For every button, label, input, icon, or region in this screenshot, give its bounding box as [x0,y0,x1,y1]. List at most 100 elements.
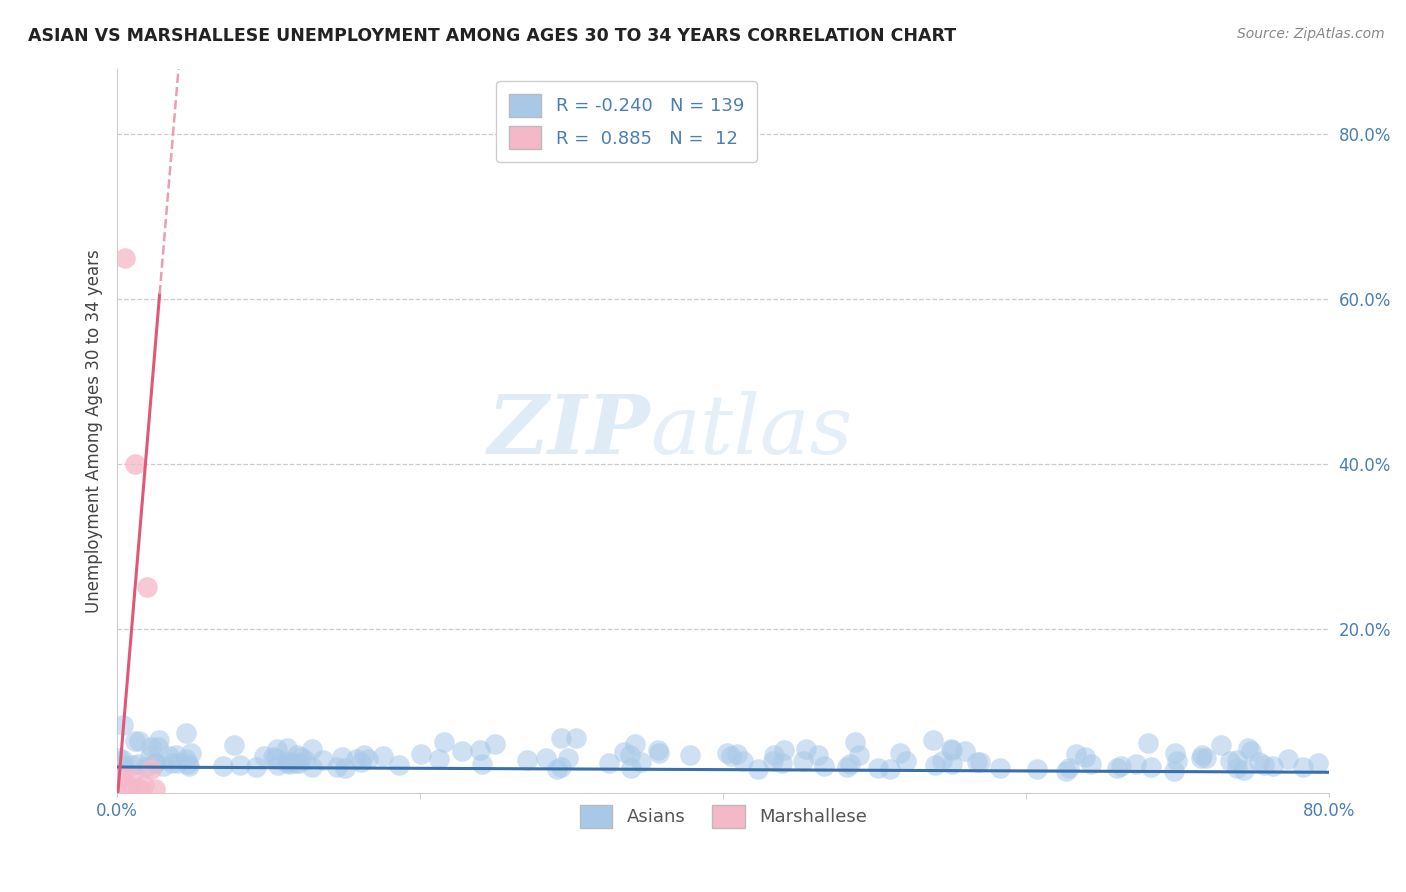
Point [1105,761,1128,775]
Point [647,746,669,760]
Point [290,750,312,764]
Point [761,754,783,768]
Point [160,756,183,770]
Point [988,761,1011,775]
Point [773,743,796,757]
Point [1237,741,1260,756]
Point [720,748,742,763]
Point [1136,736,1159,750]
Point [924,758,946,772]
Point [1308,756,1330,770]
Point [111,758,134,772]
Point [1109,758,1132,772]
Point [794,742,817,756]
Point [139,749,162,764]
Point [550,731,572,746]
Point [346,752,368,766]
Point [111,753,134,767]
Point [953,744,976,758]
Point [212,758,235,772]
Point [792,755,814,769]
Point [288,756,311,770]
Point [747,762,769,776]
Point [143,756,166,770]
Point [121,770,143,784]
Point [813,759,835,773]
Point [969,755,991,769]
Point [1054,764,1077,778]
Point [353,747,375,762]
Point [148,732,170,747]
Point [222,739,245,753]
Point [332,749,354,764]
Point [180,746,202,760]
Point [427,752,450,766]
Point [1249,756,1271,770]
Text: ZIP: ZIP [488,391,651,471]
Point [868,761,890,775]
Point [146,739,169,754]
Point [350,755,373,769]
Point [1191,747,1213,762]
Point [139,762,162,776]
Point [468,742,491,756]
Text: Source: ZipAtlas.com: Source: ZipAtlas.com [1237,27,1385,41]
Point [127,782,149,797]
Point [619,748,641,763]
Point [179,759,201,773]
Point [312,753,335,767]
Point [333,761,356,775]
Point [114,251,136,265]
Point [1226,762,1249,776]
Point [620,761,643,775]
Point [143,782,166,797]
Point [141,739,163,754]
Legend: Asians, Marshallese: Asians, Marshallese [572,797,875,835]
Point [624,737,647,751]
Point [557,750,579,764]
Point [941,756,963,771]
Point [807,747,830,762]
Point [1125,756,1147,771]
Point [1209,738,1232,752]
Point [357,752,380,766]
Point [598,756,620,770]
Point [1263,759,1285,773]
Point [1163,764,1185,778]
Point [124,734,146,748]
Point [174,726,197,740]
Point [848,747,870,762]
Point [770,756,793,771]
Point [266,742,288,756]
Point [266,758,288,772]
Point [1064,747,1087,761]
Point [837,760,859,774]
Point [1195,751,1218,765]
Point [122,757,145,772]
Point [1219,754,1241,768]
Point [174,751,197,765]
Y-axis label: Unemployment Among Ages 30 to 34 years: Unemployment Among Ages 30 to 34 years [86,249,103,613]
Point [433,735,456,749]
Point [1059,762,1081,776]
Point [117,778,139,792]
Point [941,742,963,756]
Point [301,742,323,756]
Point [152,759,174,773]
Point [844,735,866,749]
Point [127,756,149,771]
Point [613,745,636,759]
Text: atlas: atlas [651,391,853,471]
Point [409,747,432,761]
Point [157,749,180,764]
Point [278,756,301,771]
Point [1233,764,1256,778]
Point [931,754,953,768]
Point [301,760,323,774]
Point [177,756,200,771]
Point [630,755,652,769]
Point [1163,746,1185,760]
Point [451,744,474,758]
Point [253,748,276,763]
Point [1080,756,1102,771]
